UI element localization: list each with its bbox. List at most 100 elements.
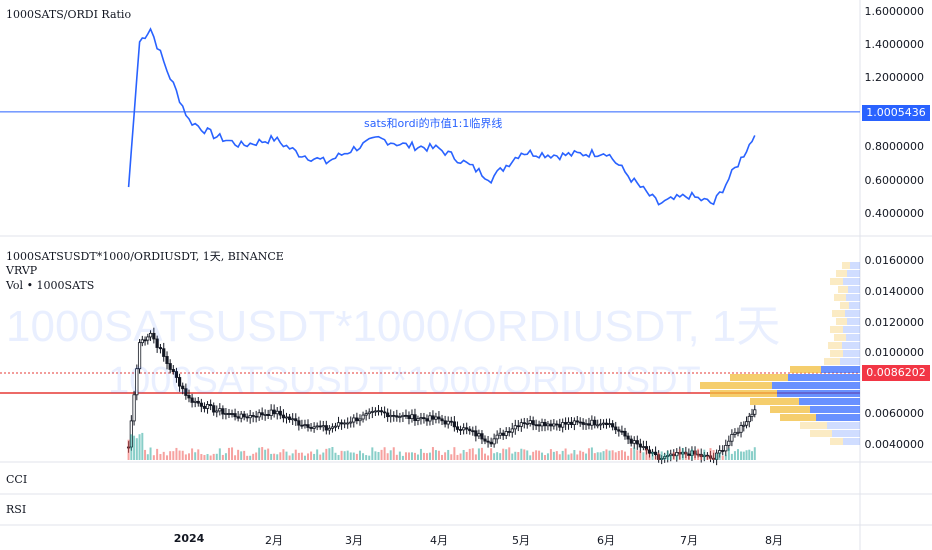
volume-profile-bar: [842, 262, 850, 269]
volume-bar: [276, 454, 279, 460]
candle-body: [736, 431, 740, 434]
volume-bar: [657, 452, 660, 460]
volume-profile-bar: [843, 278, 860, 285]
volume-bar: [407, 452, 410, 460]
volume-bar: [624, 451, 627, 460]
volume-bar: [434, 450, 437, 460]
candle-body: [146, 336, 150, 341]
volume-bar: [535, 450, 538, 460]
candle-body: [306, 424, 310, 428]
volume-bar: [570, 453, 573, 460]
volume-bar: [303, 455, 306, 460]
candle-body: [239, 413, 243, 419]
main-current-value: 0.0086202: [862, 365, 930, 381]
volume-profile-bar: [830, 438, 843, 445]
volume-profile-bar: [838, 286, 848, 293]
candle-body: [379, 410, 384, 413]
volume-bar: [567, 454, 570, 460]
volume-profile-bar: [824, 358, 840, 365]
volume-bar: [358, 450, 361, 460]
candle-body: [474, 430, 478, 437]
volume-bar: [371, 447, 374, 460]
volume-bar: [687, 455, 690, 460]
volume-bar: [169, 451, 172, 460]
candle-body: [513, 425, 517, 430]
volume-bar: [380, 449, 383, 460]
indicator-vol[interactable]: Vol • 1000SATS: [6, 279, 95, 292]
volume-bar: [712, 450, 715, 460]
volume-profile-bar: [830, 350, 843, 357]
candle-body: [343, 422, 347, 425]
volume-bar: [401, 455, 404, 460]
volume-bar: [237, 449, 240, 460]
volume-bar: [249, 455, 252, 460]
candle-body: [303, 424, 307, 427]
candle-body: [730, 434, 734, 442]
candle-body: [546, 423, 550, 427]
candle-body: [525, 422, 529, 425]
volume-bar: [191, 448, 194, 460]
indicator-vrvp[interactable]: VRVP: [6, 264, 38, 277]
candle-body: [349, 421, 353, 424]
candle-body: [721, 450, 725, 452]
candle-body: [437, 416, 441, 420]
volume-bar: [152, 455, 155, 460]
candle-body: [165, 356, 169, 364]
volume-bar: [392, 447, 395, 460]
candle-body: [321, 425, 325, 428]
candle-body: [419, 417, 423, 420]
volume-bar: [666, 450, 669, 460]
candle-body: [135, 368, 139, 396]
candle-body: [193, 400, 197, 403]
candle-body: [465, 427, 469, 430]
volume-bar: [156, 448, 159, 460]
candle-body: [224, 413, 228, 415]
candle-body: [614, 426, 618, 431]
volume-bar: [328, 448, 331, 460]
volume-bar: [425, 453, 428, 460]
candle-body: [504, 431, 508, 436]
volume-bar: [203, 454, 206, 460]
volume-bar: [325, 448, 328, 460]
candle-body: [620, 430, 624, 433]
main-title: 1000SATSUSDT*1000/ORDIUSDT, 1天, BINANCE: [6, 250, 284, 263]
volume-bar: [368, 455, 371, 460]
volume-bar: [459, 453, 462, 460]
volume-bar: [422, 452, 425, 460]
volume-bar: [428, 452, 431, 460]
volume-bar: [564, 448, 567, 460]
volume-bar: [651, 452, 654, 460]
volume-bar: [620, 450, 623, 460]
candle-body: [590, 419, 594, 426]
y-tick-main-4: 0.0060000: [864, 407, 925, 420]
candle-body: [607, 423, 612, 426]
volume-bar: [496, 452, 499, 460]
volume-bar: [395, 454, 398, 460]
volume-profile-bar: [780, 414, 816, 421]
candle-body: [443, 420, 447, 425]
volume-bar: [252, 453, 255, 460]
volume-bar: [453, 447, 456, 460]
cci-title[interactable]: CCI: [6, 473, 28, 486]
volume-bar: [206, 454, 209, 460]
candle-body: [330, 426, 335, 429]
volume-profile-bar: [810, 406, 860, 413]
volume-profile-bar: [845, 310, 860, 317]
candle-body: [294, 418, 298, 422]
candle-body: [575, 420, 579, 423]
candle-body: [174, 371, 179, 378]
candle-body: [543, 421, 547, 427]
volume-bar: [654, 455, 657, 460]
volume-bar: [490, 448, 493, 460]
volume-bar: [377, 451, 380, 460]
volume-bar: [456, 454, 459, 460]
y-tick-main-3: 0.0100000: [864, 346, 925, 359]
rsi-title[interactable]: RSI: [6, 503, 27, 516]
volume-profile-bar: [788, 374, 860, 381]
volume-bar: [468, 448, 471, 460]
volume-bar: [307, 453, 310, 460]
volume-bar: [133, 435, 136, 460]
candle-body: [324, 425, 328, 431]
candle-body: [205, 404, 210, 409]
volume-bar: [334, 452, 337, 460]
